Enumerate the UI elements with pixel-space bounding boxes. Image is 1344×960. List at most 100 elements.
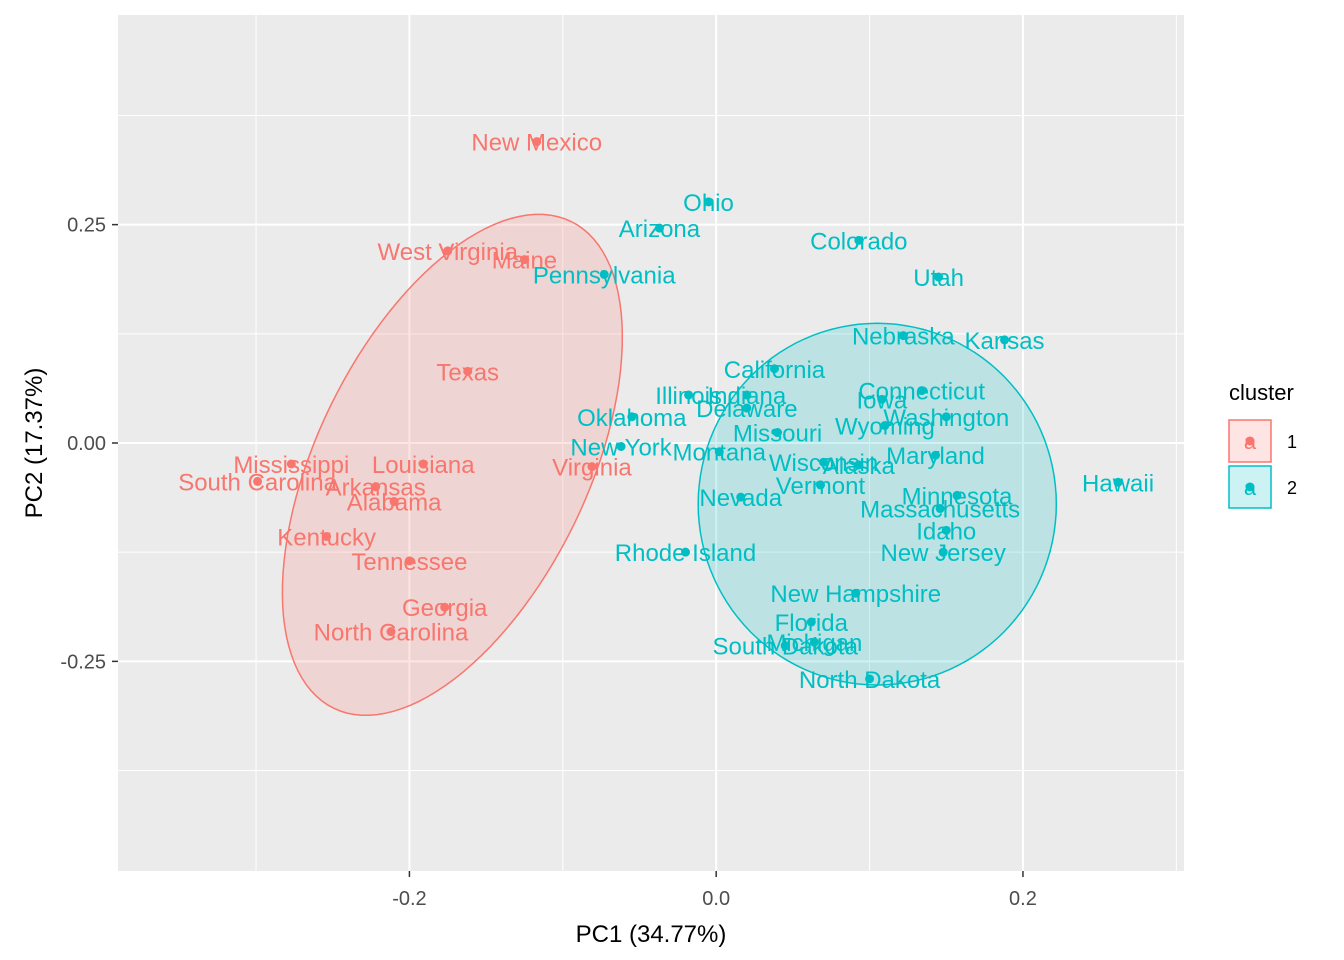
point-label: Indiana [707, 383, 786, 410]
point-label: South Dakota [712, 634, 858, 661]
data-point [931, 450, 941, 460]
data-point [851, 588, 861, 598]
data-point [587, 462, 597, 472]
y-tick-label: -0.25 [60, 651, 106, 673]
point-label: Tennessee [351, 549, 467, 576]
data-point [322, 531, 332, 541]
point-label: Wisconsin [769, 450, 878, 477]
point-label: Kansas [965, 328, 1045, 355]
data-point [806, 617, 816, 627]
point-label: West Virginia [378, 239, 519, 266]
data-point [519, 255, 529, 265]
data-point [253, 476, 263, 486]
data-point [941, 525, 951, 535]
data-point [742, 403, 752, 413]
point-label: Vermont [776, 473, 866, 500]
point-label: Arkansas [326, 475, 426, 502]
point-label: Montana [673, 440, 767, 467]
point-label: Ohio [683, 190, 734, 217]
point-label: Rhode Island [615, 540, 756, 567]
data-point [854, 460, 864, 470]
data-points [253, 137, 1123, 684]
y-tick-label: 0.25 [67, 215, 106, 237]
point-label: Mississippi [233, 452, 349, 479]
point-label: Missouri [733, 421, 822, 448]
data-point [443, 246, 453, 256]
point-label: New York [570, 434, 672, 461]
point-label: North Dakota [799, 667, 941, 694]
point-label: Maryland [886, 443, 985, 470]
data-point [935, 504, 945, 514]
point-label: Iowa [856, 387, 907, 414]
point-label: Minnesota [902, 483, 1013, 510]
point-label: Oklahoma [577, 405, 687, 432]
point-label: Michigan [766, 630, 862, 657]
y-axis-title: PC2 (17.37%) [21, 368, 48, 519]
data-point [865, 674, 875, 684]
data-point [742, 390, 752, 400]
legend-key-glyph: a [1244, 475, 1257, 500]
point-label: Delaware [696, 396, 797, 423]
point-label: Florida [775, 610, 849, 637]
data-point [941, 412, 951, 422]
point-label: Nebraska [852, 324, 955, 351]
data-point [418, 459, 428, 469]
data-point [389, 497, 399, 507]
point-label: Alaska [823, 453, 896, 480]
data-point [599, 269, 609, 279]
data-point [532, 137, 542, 147]
data-point [769, 364, 779, 374]
data-point [877, 394, 887, 404]
data-point [681, 547, 691, 557]
legend-key-dot [1245, 482, 1255, 492]
data-point [736, 492, 746, 502]
data-point [934, 272, 944, 282]
data-point [286, 459, 296, 469]
point-label: Pennsylvania [533, 262, 676, 289]
data-point [1000, 335, 1010, 345]
data-point [704, 197, 714, 207]
cluster-ellipse-1 [281, 213, 624, 717]
data-point [654, 223, 664, 233]
x-tick-label: -0.2 [392, 888, 426, 910]
point-label: Virginia [552, 455, 632, 482]
data-point [917, 386, 927, 396]
legend-label: 1 [1287, 432, 1297, 452]
legend-key-dot [1245, 436, 1255, 446]
point-label: Kentucky [277, 524, 376, 551]
data-point [854, 235, 864, 245]
data-point [880, 421, 890, 431]
cluster-ellipses [281, 213, 1058, 717]
data-point [819, 457, 829, 467]
y-tick-label: 0.00 [67, 433, 106, 455]
data-point [684, 390, 694, 400]
point-label: Connecticut [858, 379, 985, 406]
point-label: Nevada [699, 485, 782, 512]
point-label: Alabama [347, 490, 442, 517]
data-point [938, 547, 948, 557]
y-axis: -0.25 0.00 0.25 [60, 215, 118, 673]
point-label: Colorado [810, 228, 907, 255]
point-label: New Jersey [881, 540, 1006, 567]
point-label: Hawaii [1082, 470, 1154, 497]
data-point [809, 637, 819, 647]
point-label: Washington [883, 405, 1009, 432]
major-gridlines [118, 15, 1184, 871]
point-label: South Carolina [178, 469, 337, 496]
point-label: Utah [913, 265, 964, 292]
legend-title: cluster [1229, 380, 1294, 405]
point-label: Illinois [655, 383, 722, 410]
data-point [780, 641, 790, 651]
data-point [952, 490, 962, 500]
point-label: Maine [492, 248, 557, 275]
point-label: New Hampshire [770, 581, 941, 608]
data-point [616, 441, 626, 451]
legend-key-glyph: a [1244, 429, 1257, 454]
x-axis: -0.2 0.0 0.2 [392, 871, 1037, 910]
point-label: Louisiana [372, 452, 475, 479]
point-label: New Mexico [471, 130, 602, 157]
data-point [714, 447, 724, 457]
point-label: Texas [436, 359, 499, 386]
data-point [627, 412, 637, 422]
